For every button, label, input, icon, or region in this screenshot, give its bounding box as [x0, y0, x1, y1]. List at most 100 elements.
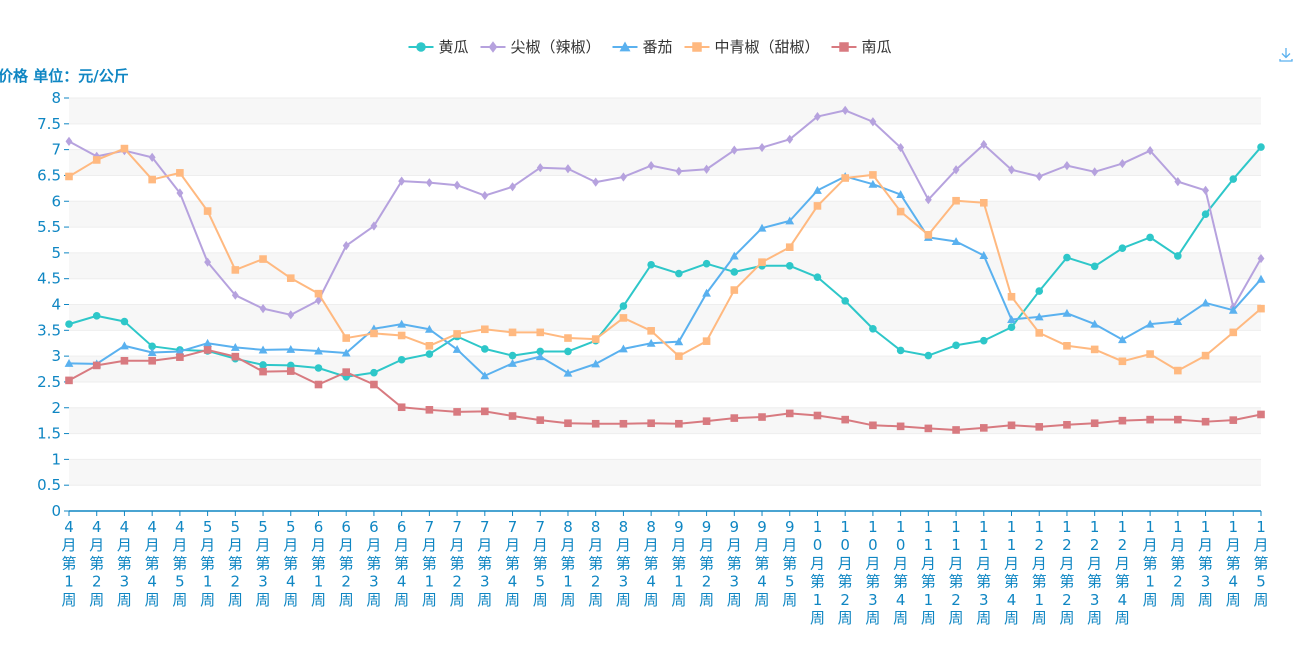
data-point[interactable]	[619, 314, 628, 322]
data-point[interactable]	[120, 144, 129, 153]
data-point[interactable]	[314, 364, 323, 372]
data-point[interactable]	[757, 223, 767, 232]
data-point[interactable]	[647, 327, 655, 335]
data-point[interactable]	[869, 324, 877, 333]
data-point[interactable]	[175, 347, 185, 355]
data-point[interactable]	[148, 152, 156, 162]
data-point[interactable]	[1035, 423, 1044, 431]
data-point[interactable]	[425, 350, 434, 358]
data-point[interactable]	[729, 251, 739, 260]
data-point[interactable]	[647, 260, 655, 269]
data-point[interactable]	[231, 266, 240, 274]
data-point[interactable]	[1146, 415, 1154, 424]
data-point[interactable]	[564, 334, 572, 342]
legend-item-4[interactable]: 中青椒（甜椒）	[684, 38, 820, 56]
data-point[interactable]	[259, 367, 267, 376]
legend-item-5[interactable]: 南瓜	[831, 38, 892, 56]
data-point[interactable]	[924, 351, 933, 360]
data-point[interactable]	[868, 179, 878, 188]
data-point[interactable]	[231, 290, 239, 300]
data-point[interactable]	[924, 424, 933, 433]
data-point[interactable]	[1173, 317, 1183, 326]
legend-item-2[interactable]: 尖椒（辣椒）	[480, 38, 601, 56]
data-point[interactable]	[1174, 252, 1182, 260]
legend-item-3[interactable]: 番茄	[612, 38, 673, 56]
data-point[interactable]	[647, 419, 655, 428]
data-point[interactable]	[1090, 319, 1100, 328]
data-point[interactable]	[65, 172, 73, 181]
data-point[interactable]	[1201, 417, 1210, 426]
data-point[interactable]	[453, 180, 461, 190]
data-point[interactable]	[758, 258, 766, 266]
data-point[interactable]	[591, 335, 600, 343]
data-point[interactable]	[64, 358, 74, 367]
data-point[interactable]	[758, 142, 766, 153]
data-point[interactable]	[92, 361, 101, 370]
data-point[interactable]	[1146, 350, 1154, 358]
data-point[interactable]	[674, 337, 684, 346]
data-point[interactable]	[1063, 420, 1071, 429]
data-point[interactable]	[952, 165, 960, 175]
data-point[interactable]	[65, 320, 73, 328]
data-point[interactable]	[148, 175, 156, 184]
data-point[interactable]	[1007, 315, 1016, 323]
data-point[interactable]	[259, 361, 267, 369]
data-point[interactable]	[564, 347, 572, 356]
data-point[interactable]	[1091, 167, 1099, 177]
data-point[interactable]	[453, 408, 461, 416]
data-point[interactable]	[397, 403, 406, 412]
data-point[interactable]	[1201, 351, 1210, 360]
data-point[interactable]	[176, 169, 184, 177]
data-point[interactable]	[509, 182, 516, 192]
data-point[interactable]	[1118, 158, 1126, 169]
data-point[interactable]	[258, 345, 268, 354]
data-point[interactable]	[841, 297, 849, 305]
data-point[interactable]	[452, 345, 462, 353]
data-point[interactable]	[785, 261, 794, 270]
data-point[interactable]	[65, 376, 73, 385]
data-point[interactable]	[869, 117, 877, 127]
data-point[interactable]	[535, 352, 545, 361]
data-point[interactable]	[176, 188, 184, 198]
data-point[interactable]	[286, 345, 296, 353]
data-point[interactable]	[702, 288, 711, 297]
legend-item-1[interactable]: 黄瓜	[408, 38, 469, 56]
data-point[interactable]	[259, 304, 267, 314]
data-point[interactable]	[1007, 292, 1016, 301]
data-point[interactable]	[1174, 415, 1182, 424]
data-point[interactable]	[675, 269, 683, 278]
data-point[interactable]	[424, 324, 434, 333]
data-point[interactable]	[1090, 345, 1099, 354]
data-point[interactable]	[924, 195, 932, 205]
data-point[interactable]	[370, 221, 378, 231]
data-point[interactable]	[1008, 165, 1015, 175]
data-point[interactable]	[951, 237, 961, 246]
data-point[interactable]	[1063, 253, 1071, 262]
data-point[interactable]	[314, 346, 323, 355]
data-point[interactable]	[314, 380, 323, 389]
data-point[interactable]	[702, 337, 711, 345]
data-point[interactable]	[619, 172, 627, 182]
data-point[interactable]	[786, 134, 794, 144]
data-point[interactable]	[287, 310, 295, 320]
data-point[interactable]	[231, 352, 240, 361]
data-point[interactable]	[952, 196, 960, 205]
data-point[interactable]	[702, 417, 711, 425]
data-point[interactable]	[730, 145, 738, 155]
data-point[interactable]	[1202, 185, 1210, 196]
data-point[interactable]	[979, 198, 988, 207]
data-point[interactable]	[952, 426, 960, 434]
data-point[interactable]	[1035, 287, 1044, 295]
data-point[interactable]	[204, 257, 212, 267]
data-point[interactable]	[370, 329, 378, 338]
data-point[interactable]	[120, 356, 129, 365]
data-point[interactable]	[397, 319, 407, 328]
data-point[interactable]	[1117, 335, 1127, 344]
data-point[interactable]	[203, 207, 212, 215]
data-point[interactable]	[508, 412, 517, 420]
data-point[interactable]	[869, 421, 877, 430]
data-point[interactable]	[536, 347, 545, 356]
data-point[interactable]	[869, 171, 877, 179]
data-point[interactable]	[896, 422, 905, 431]
data-point[interactable]	[481, 407, 489, 416]
